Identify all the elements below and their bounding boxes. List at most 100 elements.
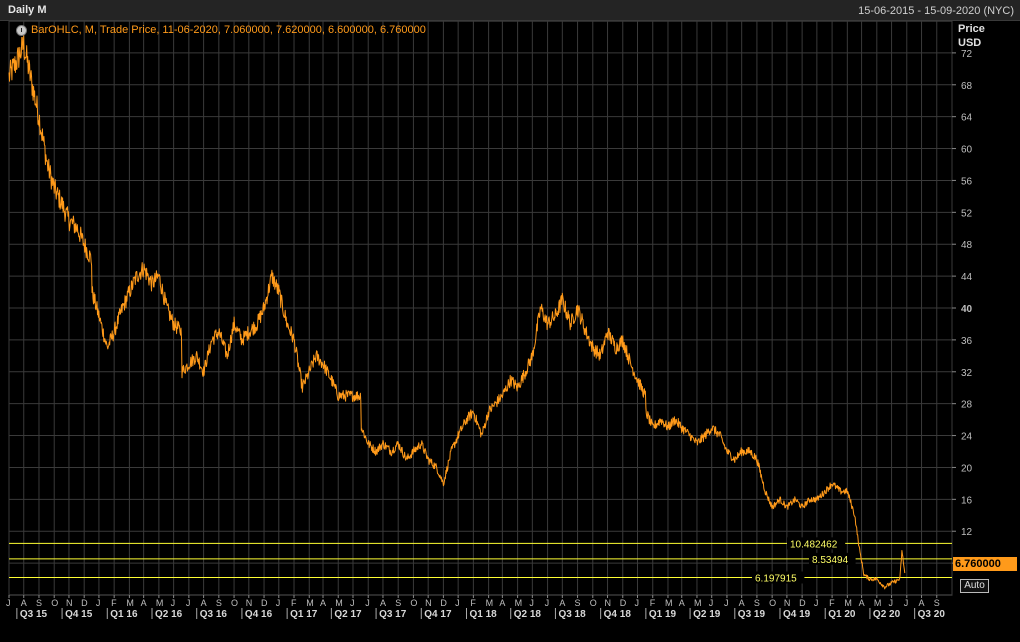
x-month-label: A [559,598,565,608]
x-month-label: J [365,598,370,608]
x-month-label: M [665,598,673,608]
x-month-label: J [889,598,894,608]
price-chart[interactable]: 10.482462 8.53494 6.197915 72 68 64 60 56 52 48 4… [0,21,1020,642]
x-month-label: S [934,598,940,608]
x-month-label: A [499,598,505,608]
horizontal-lines: 10.482462 8.53494 6.197915 [9,537,952,584]
x-month-label: J [96,598,101,608]
last-price-marker: 6.760000 [953,557,1017,571]
y-tick-label: 48 [961,240,973,251]
x-quarter-label: Q1 19 [649,609,677,620]
x-month-label: M [486,598,494,608]
x-quarter-label: Q3 19 [738,609,766,620]
x-month-label: M [306,598,314,608]
x-month-label: O [231,598,238,608]
x-month-label: F [291,598,297,608]
x-month-label: J [455,598,460,608]
y-tick-label: 16 [961,495,973,506]
x-month-label: J [904,598,909,608]
x-month-label: A [859,598,865,608]
x-quarter-label: Q2 19 [693,609,721,620]
y-tick-label: 44 [961,272,973,283]
y-tick-label: 36 [961,336,973,347]
horizontal-level-label-bg [787,537,846,550]
x-month-label: D [620,598,627,608]
x-quarter-label: Q4 18 [604,609,632,620]
x-month-label: N [425,598,432,608]
x-quarter-label: Q2 17 [334,609,362,620]
x-month-label: S [754,598,760,608]
series-legend[interactable]: BarOHLC, M, Trade Price, 11-06-2020, 7.0… [16,24,426,36]
x-month-label: J [724,598,729,608]
y-tick-label: 72 [961,49,973,60]
y-tick-label: 12 [961,527,973,538]
x-quarter-label: Q3 17 [379,609,407,620]
x-month-label: F [111,598,117,608]
x-quarter-label: Q1 16 [110,609,138,620]
x-month-label: N [66,598,73,608]
y-tick-label: 56 [961,176,973,187]
x-month-label: O [410,598,417,608]
x-month-label: S [575,598,581,608]
x-quarter-label: Q1 17 [290,609,318,620]
x-quarter-label: Q2 20 [873,609,901,620]
x-month-label: O [590,598,597,608]
y-tick-label: 52 [961,208,973,219]
legend-text: BarOHLC, M, Trade Price, 11-06-2020, 7.0… [31,24,426,36]
y-axis-title-price: Price [958,23,985,35]
x-month-label: O [769,598,776,608]
date-range[interactable]: 15-06-2015 - 15-09-2020 (NYC) [858,5,1014,17]
chart-title-bar: Daily M 15-06-2015 - 15-09-2020 (NYC) [0,0,1020,21]
x-quarter-label: Q2 18 [514,609,542,620]
x-month-label: J [6,598,11,608]
horizontal-level-label-bg [809,552,856,565]
x-quarter-label: Q3 20 [918,609,946,620]
x-month-label: M [156,598,164,608]
x-month-label: J [814,598,819,608]
x-month-label: J [186,598,191,608]
y-tick-label: 28 [961,400,973,411]
x-month-label: A [679,598,685,608]
auto-scale-button[interactable]: Auto [960,579,989,593]
settings-dial-icon[interactable] [16,24,27,36]
y-tick-label: 60 [961,145,973,156]
x-month-label: N [784,598,791,608]
x-month-label: J [350,598,355,608]
y-tick-label: 64 [961,113,973,124]
x-month-label: M [335,598,343,608]
x-quarter-label: Q4 15 [65,609,93,620]
x-month-label: D [440,598,447,608]
chart-title: Daily M [8,4,47,16]
x-quarter-label: Q4 16 [245,609,273,620]
x-month-label: A [919,598,925,608]
horizontal-level-label: 6.197915 [755,573,797,584]
x-month-label: M [694,598,702,608]
horizontal-level-label-bg [752,571,805,584]
x-month-label: J [635,598,640,608]
y-axis: 726864605652484440363228242016128 [952,49,973,570]
x-quarter-label: Q1 18 [469,609,497,620]
y-tick-label: 24 [961,432,973,443]
x-month-label: F [829,598,835,608]
x-month-label: N [605,598,612,608]
grid-lines [8,21,953,595]
x-month-label: A [21,598,27,608]
x-month-label: N [246,598,253,608]
x-month-label: A [739,598,745,608]
x-month-label: F [470,598,476,608]
x-month-label: D [81,598,88,608]
y-tick-label: 20 [961,463,973,474]
x-quarter-label: Q4 19 [783,609,811,620]
x-month-label: D [799,598,806,608]
y-tick-label: 68 [961,81,973,92]
x-month-label: D [261,598,268,608]
x-month-label: M [874,598,882,608]
x-month-label: J [529,598,534,608]
x-month-label: S [216,598,222,608]
x-quarter-label: Q3 16 [200,609,228,620]
x-month-label: A [320,598,326,608]
x-month-label: A [141,598,147,608]
x-month-label: M [515,598,523,608]
x-quarter-label: Q2 16 [155,609,183,620]
